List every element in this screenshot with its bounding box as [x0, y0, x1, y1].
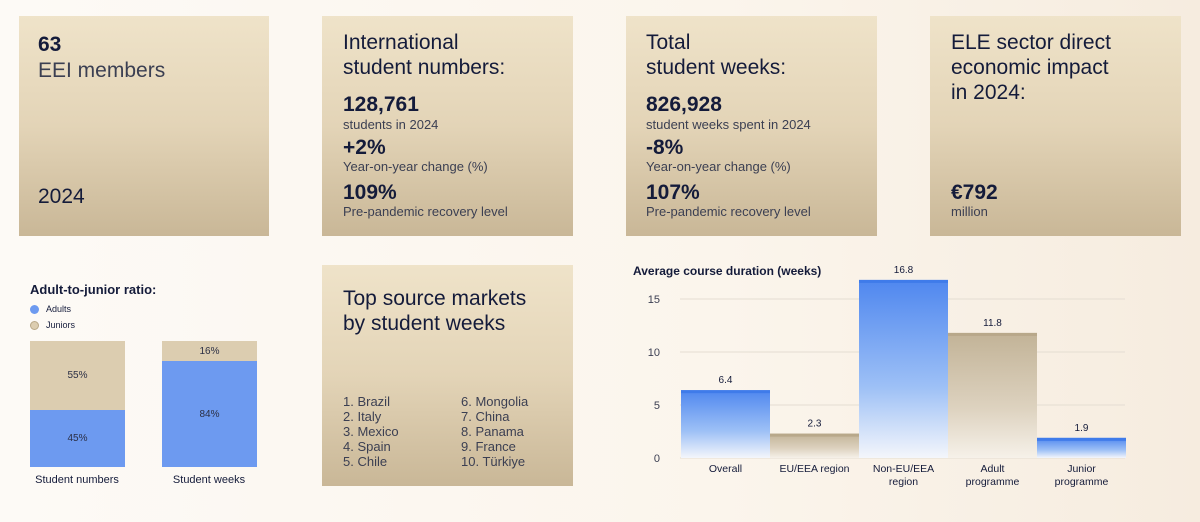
ratio-category-student-weeks: Student weeks — [172, 474, 246, 486]
intl-label-students: students in 2024 — [343, 117, 439, 132]
bar-value-label: 1.9 — [1075, 423, 1089, 434]
impact-title-line1: ELE sector direct — [951, 31, 1111, 54]
x-category-label: Adult — [981, 463, 1005, 475]
course-duration-chart: Average course duration (weeks) 0 5 10 15 6… — [633, 264, 1126, 488]
x-category-label: programme — [966, 476, 1020, 488]
bar-top-edge — [770, 433, 859, 437]
markets-title-line2: by student weeks — [343, 312, 506, 335]
x-category-label: programme — [1055, 476, 1109, 488]
legend-adults-label: Adults — [46, 304, 72, 314]
legend-juniors-label: Juniors — [46, 320, 76, 330]
x-category-label: region — [889, 476, 918, 488]
ratio-label-adults: 45% — [67, 433, 88, 445]
bars: 6.4 Overall 2.3 EU/EEA region 16.8 Non-EU/EEA… — [681, 265, 1126, 488]
intl-label-change: Year-on-year change (%) — [343, 159, 488, 174]
intl-title-line2: student numbers: — [343, 56, 506, 79]
market-item: 1. Brazil — [343, 394, 390, 409]
source-markets-card: Top source markets by student weeks 1. B… — [322, 265, 573, 486]
y-tick-label: 10 — [648, 347, 660, 359]
ratio-label-juniors: 16% — [199, 345, 220, 357]
impact-unit: million — [951, 204, 988, 219]
impact-title-line2: economic impact — [951, 56, 1109, 79]
weeks-title-line2: student weeks: — [646, 56, 787, 79]
x-category-label: EU/EEA region — [779, 463, 849, 475]
y-tick-label: 15 — [648, 294, 660, 306]
bar-junior-programme — [1037, 437, 1126, 458]
x-category-label: Non-EU/EEA — [873, 463, 934, 475]
intl-value-students: 128,761 — [343, 93, 419, 116]
impact-value: €792 — [951, 181, 998, 204]
market-item: 3. Mexico — [343, 424, 399, 439]
intl-title-line1: International — [343, 31, 459, 54]
ratio-segment-juniors: 16% — [162, 341, 257, 362]
x-category-label: Junior — [1067, 463, 1096, 475]
weeks-label-change: Year-on-year change (%) — [646, 159, 791, 174]
members-label: EEI members — [38, 59, 166, 82]
bar-value-label: 16.8 — [894, 265, 914, 276]
student-weeks-card: Total student weeks: 826,928 student wee… — [626, 16, 877, 236]
adults-swatch — [30, 304, 39, 314]
markets-title-line1: Top source markets — [343, 287, 527, 310]
legend-adults: Adults — [30, 304, 71, 314]
market-item: 2. Italy — [343, 409, 382, 424]
legend-juniors: Juniors — [30, 320, 75, 330]
members-card: 63 EEI members 2024 — [19, 16, 269, 236]
duration-chart-title: Average course duration (weeks) — [633, 264, 821, 278]
intl-value-change: +2% — [343, 136, 386, 159]
bar-top-edge — [859, 279, 948, 283]
intl-value-recovery: 109% — [343, 181, 397, 204]
ratio-category-student-numbers: Student numbers — [35, 474, 119, 486]
weeks-value-total: 826,928 — [646, 93, 722, 116]
bar-value-label: 6.4 — [719, 375, 733, 386]
members-year: 2024 — [38, 185, 85, 208]
weeks-value-change: -8% — [646, 136, 684, 159]
bar-value-label: 2.3 — [808, 419, 822, 430]
market-item: 4. Spain — [343, 439, 391, 454]
bar-top-edge — [1037, 437, 1126, 441]
impact-title-line3: in 2024: — [951, 81, 1026, 104]
economic-impact-card: ELE sector direct economic impact in 202… — [930, 16, 1181, 236]
bar-eu-eea-region — [770, 433, 859, 458]
market-item: 6. Mongolia — [461, 394, 529, 409]
bar-value-label: 11.8 — [983, 318, 1002, 329]
weeks-title-line1: Total — [646, 31, 691, 54]
y-tick-label: 0 — [654, 453, 660, 465]
bar-adult-programme — [948, 332, 1037, 458]
intl-label-recovery: Pre-pandemic recovery level — [343, 204, 508, 219]
bar-overall — [681, 390, 770, 458]
ratio-label-adults: 84% — [199, 408, 220, 420]
members-count: 63 — [38, 33, 62, 56]
ratio-segment-adults: 45% — [30, 410, 125, 467]
weeks-value-recovery: 107% — [646, 181, 700, 204]
ratio-chart-title: Adult-to-junior ratio: — [30, 282, 157, 297]
x-category-label: Overall — [709, 463, 742, 475]
intl-students-card: International student numbers: 128,761 s… — [322, 16, 573, 236]
juniors-swatch — [30, 320, 39, 330]
market-item: 9. France — [461, 439, 516, 454]
y-tick-label: 5 — [654, 400, 660, 412]
bar-non-eu-eea-region — [859, 279, 948, 458]
ratio-label-juniors: 55% — [67, 370, 88, 382]
bar-top-edge — [948, 332, 1037, 336]
market-item: 7. China — [461, 409, 510, 424]
bar-top-edge — [681, 390, 770, 394]
ratio-segment-juniors: 55% — [30, 341, 125, 411]
weeks-label-recovery: Pre-pandemic recovery level — [646, 204, 811, 219]
market-item: 10. Türkiye — [461, 454, 526, 469]
ratio-stack-student-weeks: 16% 84% — [162, 341, 257, 467]
ratio-segment-adults: 84% — [162, 361, 257, 467]
market-item: 8. Panama — [461, 424, 524, 439]
market-item: 5. Chile — [343, 454, 388, 469]
ratio-stack-student-numbers: 55% 45% — [30, 341, 125, 467]
weeks-label-total: student weeks spent in 2024 — [646, 117, 811, 132]
